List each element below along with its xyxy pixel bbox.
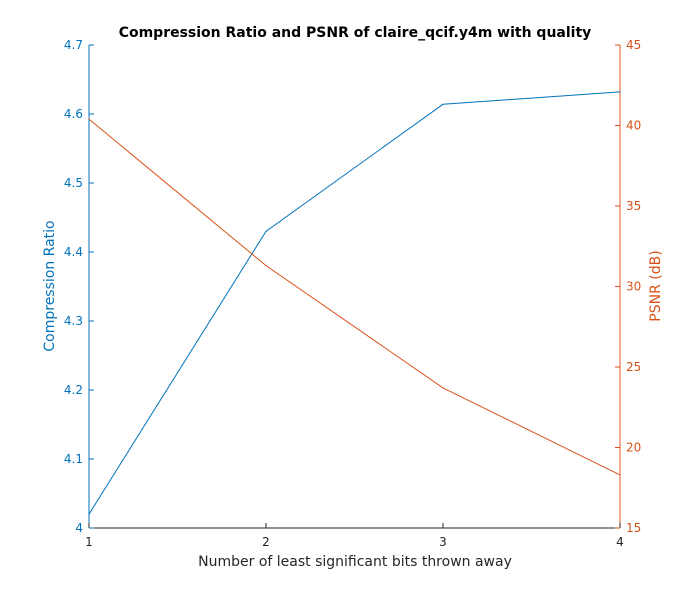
compression-ratio-data-point	[442, 103, 444, 105]
right-y-tick-label: 40	[626, 119, 641, 133]
psnr-data-point	[619, 474, 621, 476]
compression-ratio-data-point	[619, 91, 621, 93]
right-y-tick-label: 25	[626, 360, 641, 374]
left-y-tick-label: 4.4	[64, 245, 83, 259]
right-y-axis-label: PSNR (dB)	[648, 250, 664, 321]
psnr-data-point	[265, 264, 267, 267]
x-tick-label: 1	[85, 535, 93, 549]
right-y-tick-label: 35	[626, 199, 641, 213]
left-y-tick-label: 4.2	[64, 383, 83, 397]
compression-ratio-series-line	[88, 91, 621, 515]
left-y-ticks: 4 4.1 4.2 4.3 4.4 4.5 4.6 4.7	[64, 38, 94, 535]
x-tick-label: 2	[262, 535, 270, 549]
left-y-axis-label: Compression Ratio	[42, 220, 58, 351]
left-y-tick-label: 4.7	[64, 38, 83, 52]
x-tick-label: 3	[439, 535, 447, 549]
psnr-data-point	[88, 118, 90, 120]
left-y-tick-label: 4.1	[64, 452, 83, 466]
psnr-series-line	[88, 118, 621, 476]
series-layer	[88, 91, 621, 515]
plot-area	[88, 45, 621, 529]
right-y-ticks: 15 20 25 30 35 40 45	[615, 38, 641, 535]
x-tick-label: 4	[616, 535, 624, 549]
right-y-tick-label: 20	[626, 441, 641, 455]
right-y-tick-label: 30	[626, 280, 641, 294]
left-y-tick-label: 4.3	[64, 314, 83, 328]
left-y-tick-label: 4.6	[64, 107, 83, 121]
left-y-tick-label: 4.5	[64, 176, 83, 190]
chart-title: Compression Ratio and PSNR of claire_qci…	[119, 25, 592, 41]
left-y-tick-label: 4	[75, 521, 83, 535]
x-axis-label: Number of least significant bits thrown …	[198, 554, 512, 570]
psnr-data-point	[442, 387, 444, 389]
x-ticks: 1 2 3 4	[85, 523, 624, 549]
right-y-tick-label: 45	[626, 38, 641, 52]
compression-ratio-data-point	[265, 230, 267, 232]
right-y-tick-label: 15	[626, 521, 641, 535]
compression-ratio-data-point	[88, 513, 90, 515]
